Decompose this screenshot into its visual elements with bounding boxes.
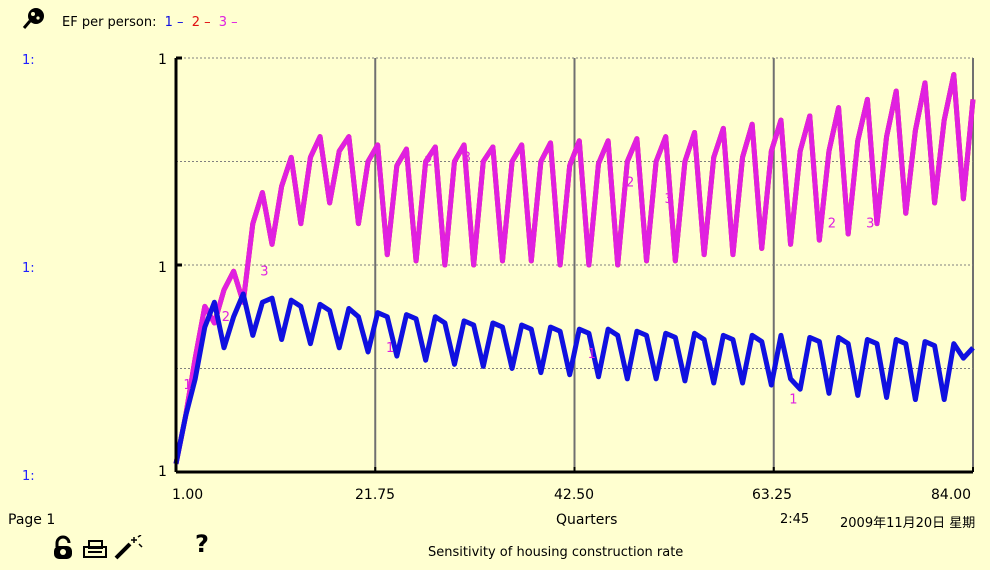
header-title: EF per person: <box>62 15 157 30</box>
series-marker-1: 1 <box>588 347 596 362</box>
series-marker-3: 3 <box>463 151 471 166</box>
series-line-1 <box>173 291 975 465</box>
legend-series-2: 2 – <box>191 15 211 30</box>
x-tick-label-1: 1.00 <box>172 487 204 503</box>
series-marker-2: 2 <box>828 217 836 232</box>
series-marker-3: 3 <box>664 192 672 207</box>
x-axis-title: Quarters <box>556 512 618 528</box>
magic-wand-icon[interactable] <box>112 535 144 561</box>
series-marker-1: 1 <box>789 393 797 408</box>
legend-series-3: 3 – <box>218 15 238 30</box>
graph-pin-icon[interactable] <box>22 6 48 30</box>
series-marker-2: 2 <box>626 175 634 190</box>
lock-icon[interactable] <box>52 535 74 561</box>
scale-label-bottom: 1: <box>22 469 35 484</box>
series-marker-1: 1 <box>386 341 394 356</box>
x-tick-label-5: 84.00 <box>931 487 972 503</box>
x-tick-label-4: 63.25 <box>752 487 793 503</box>
header-title-row: EF per person: 1 – 2 – 3 – <box>62 15 238 30</box>
scale-label-mid: 1: <box>22 261 35 276</box>
time-stamp: 2:45 <box>780 512 810 527</box>
series-marker-1: 1 <box>183 378 191 393</box>
subtitle: Sensitivity of housing construction rate <box>428 545 684 560</box>
series-marker-2: 2 <box>424 155 432 170</box>
series-marker-3: 3 <box>866 217 874 232</box>
x-tick-label-2: 21.75 <box>355 487 396 503</box>
series-marker-2: 2 <box>222 310 230 325</box>
series-line-3 <box>173 72 976 465</box>
date-stamp: 2009年11月20日 星期 <box>840 516 976 531</box>
y-tick-label-bottom: 1 <box>158 464 167 480</box>
scale-label-top: 1: <box>22 53 35 68</box>
y-tick-label-top: 1 <box>158 52 167 68</box>
series-marker-3: 3 <box>260 264 268 279</box>
y-tick-label-mid: 1 <box>158 260 167 276</box>
page-label: Page 1 <box>8 512 56 528</box>
help-icon[interactable]: ? <box>195 530 209 558</box>
legend-series-1: 1 – <box>164 15 184 30</box>
print-icon[interactable] <box>82 539 108 561</box>
x-tick-label-3: 42.50 <box>554 487 595 503</box>
